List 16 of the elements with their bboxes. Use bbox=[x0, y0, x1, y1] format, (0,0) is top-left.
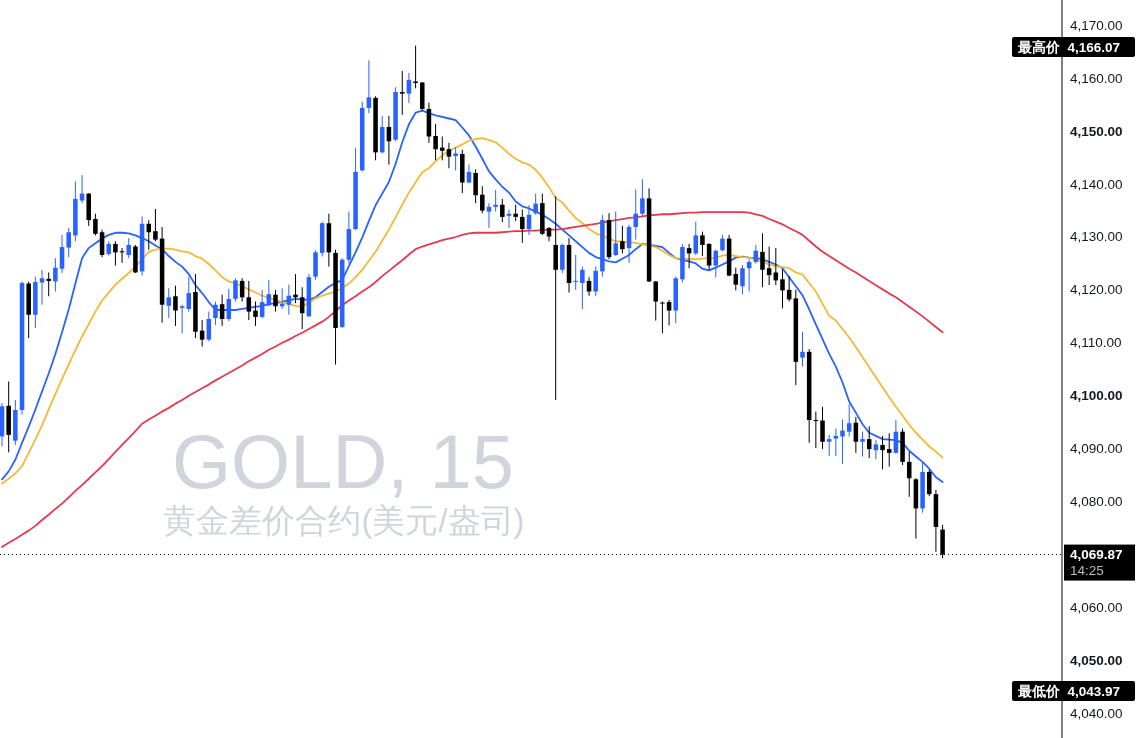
y-tick-label: 4,040.00 bbox=[1070, 705, 1123, 721]
ref-line-label: 4,069.87 14:25 bbox=[1070, 546, 1123, 578]
y-tick-label: 4,050.00 bbox=[1070, 652, 1123, 668]
y-tick-label: 4,130.00 bbox=[1070, 229, 1123, 245]
y-tick-label: 4,120.00 bbox=[1070, 282, 1123, 298]
y-tick-label: 4,150.00 bbox=[1070, 123, 1123, 139]
y-tick-label: 4,110.00 bbox=[1070, 335, 1122, 351]
y-tick-label: 4,060.00 bbox=[1070, 599, 1123, 615]
y-tick-label: 4,080.00 bbox=[1070, 493, 1123, 509]
y-tick-label: 4,090.00 bbox=[1070, 441, 1123, 457]
annotation: 最低价 4,043.97 bbox=[1012, 681, 1135, 701]
y-tick-label: 4,140.00 bbox=[1070, 176, 1123, 192]
y-tick-label: 4,170.00 bbox=[1070, 17, 1123, 33]
annotation: 最高价 4,166.07 bbox=[1012, 37, 1135, 57]
y-tick-label: 4,160.00 bbox=[1070, 70, 1123, 86]
y-tick-label: 4,100.00 bbox=[1070, 388, 1123, 404]
